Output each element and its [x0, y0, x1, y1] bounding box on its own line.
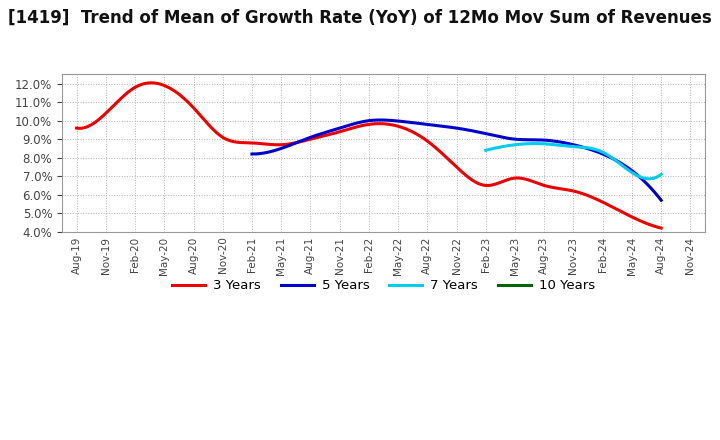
- 5 Years: [546, 138, 554, 143]
- 3 Years: [147, 80, 156, 85]
- 3 Years: [657, 225, 665, 231]
- 7 Years: [609, 156, 618, 161]
- Line: 3 Years: 3 Years: [76, 83, 661, 228]
- 5 Years: [544, 138, 553, 143]
- 7 Years: [593, 147, 601, 152]
- 7 Years: [482, 148, 490, 153]
- 5 Years: [506, 136, 515, 141]
- 7 Years: [552, 142, 560, 147]
- 7 Years: [539, 141, 548, 147]
- 5 Years: [376, 117, 384, 123]
- 3 Years: [499, 179, 508, 184]
- Legend: 3 Years, 5 Years, 7 Years, 10 Years: 3 Years, 5 Years, 7 Years, 10 Years: [167, 274, 600, 297]
- Text: [1419]  Trend of Mean of Growth Rate (YoY) of 12Mo Mov Sum of Revenues: [1419] Trend of Mean of Growth Rate (YoY…: [8, 9, 712, 27]
- Line: 5 Years: 5 Years: [252, 120, 661, 200]
- 7 Years: [657, 172, 665, 177]
- 3 Years: [72, 125, 81, 131]
- 3 Years: [305, 137, 314, 142]
- 7 Years: [645, 176, 654, 181]
- 7 Years: [608, 156, 617, 161]
- Line: 7 Years: 7 Years: [486, 143, 661, 179]
- 5 Years: [382, 117, 391, 123]
- 5 Years: [410, 120, 419, 125]
- 3 Years: [264, 142, 273, 147]
- 3 Years: [495, 180, 504, 185]
- 5 Years: [297, 138, 305, 143]
- 5 Years: [248, 151, 256, 157]
- 7 Years: [531, 141, 539, 146]
- 7 Years: [503, 143, 511, 148]
- 5 Years: [657, 198, 665, 203]
- 3 Years: [441, 154, 450, 159]
- 3 Years: [143, 81, 151, 86]
